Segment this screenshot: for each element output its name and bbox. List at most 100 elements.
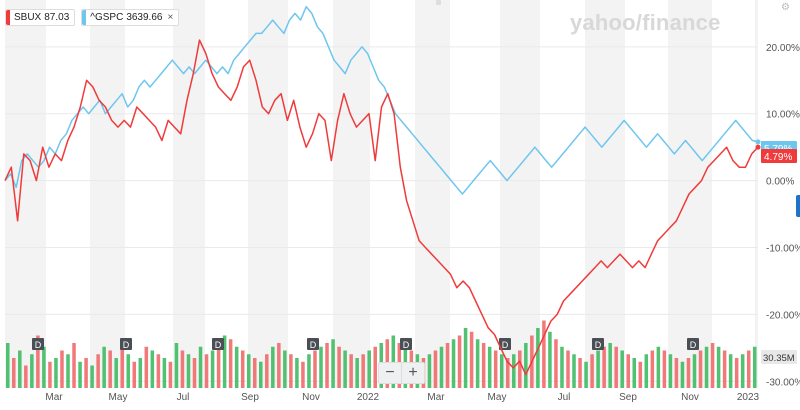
volume-bar [662, 350, 667, 388]
volume-bar [668, 354, 673, 388]
x-tick-label: Nov [302, 392, 320, 403]
end-dot-sbux [755, 144, 761, 150]
volume-bar [704, 346, 709, 388]
volume-bar [12, 358, 16, 388]
volume-bar [114, 358, 118, 388]
volume-bar [686, 358, 691, 388]
legend-item-gspc[interactable]: ^GSPC 3639.66 × [81, 9, 180, 26]
volume-bar [343, 350, 347, 388]
volume-bar [156, 354, 161, 388]
legend: SBUX 87.03 ^GSPC 3639.66 × [5, 9, 180, 26]
volume-bar [84, 358, 88, 388]
volume-bar [36, 335, 40, 388]
line-series-gspc [4, 5, 759, 195]
volume-bar [6, 343, 10, 388]
volume-bar [566, 350, 570, 388]
volume-bar [30, 354, 34, 388]
volume-bar [367, 350, 371, 388]
legend-ticker-gspc: ^GSPC [90, 12, 124, 23]
volume-bar [626, 354, 630, 388]
volume-bar [499, 354, 504, 388]
dividend-marker [212, 338, 224, 350]
volume-bar [505, 358, 510, 388]
volume-bar [512, 354, 516, 388]
legend-item-sbux[interactable]: SBUX 87.03 [5, 9, 76, 26]
volume-label-bg [761, 350, 797, 364]
volume-bar [78, 361, 82, 388]
volume-bar [102, 346, 106, 388]
dividend-marker-label: D [690, 340, 697, 350]
y-tick-label: 0.00% [766, 177, 794, 188]
volume-bar [162, 358, 167, 388]
dividend-marker [592, 338, 604, 350]
background-band [415, 0, 450, 388]
volume-bar [54, 358, 58, 388]
volume-bar [740, 354, 745, 388]
x-tick-label: Sep [241, 392, 259, 403]
volume-bar [752, 346, 757, 388]
volume-bar [222, 335, 227, 388]
volume-bar [259, 361, 263, 388]
volume-bar [246, 354, 251, 388]
volume-bar [560, 346, 564, 388]
volume-bar [66, 354, 70, 388]
volume-bar [728, 354, 733, 388]
y-tick-label: -10.00% [766, 244, 800, 255]
volume-bar [361, 354, 365, 388]
volume-bar [433, 350, 438, 388]
volume-bar [48, 361, 52, 388]
volume-bar [126, 354, 131, 388]
zoom-in-button[interactable]: + [401, 363, 424, 383]
volume-bar [614, 346, 618, 388]
dividend-marker [120, 338, 132, 350]
volume-bar [289, 354, 293, 388]
volume-bar [698, 350, 703, 388]
x-tick-label: Mar [45, 392, 63, 403]
volume-bar [572, 354, 576, 388]
dividend-marker [307, 338, 319, 350]
legend-swatch-gspc [82, 10, 87, 25]
volume-bar [337, 346, 341, 388]
volume-bar [445, 343, 450, 388]
background-band [5, 0, 46, 388]
volume-bar [355, 358, 359, 388]
volume-bar [313, 350, 317, 388]
volume-bar [301, 361, 305, 388]
volume-bar [674, 358, 679, 388]
brand-logo: yahoo/finance [570, 10, 721, 35]
volume-bar [18, 350, 22, 388]
volume-bar [475, 339, 480, 388]
close-icon[interactable]: × [167, 12, 174, 23]
volume-bar [265, 354, 269, 388]
volume-bar [204, 354, 209, 388]
last-value-sbux: 4.79% [764, 152, 792, 163]
volume-bar [493, 350, 498, 388]
volume-bar [60, 350, 64, 388]
volume-bar [234, 346, 239, 388]
zoom-out-button[interactable]: − [385, 364, 395, 381]
volume-bar [451, 339, 456, 388]
volume-bar [138, 358, 143, 388]
volume-bar [349, 354, 353, 388]
x-tick-label: May [109, 392, 128, 403]
volume-bar [252, 358, 257, 388]
volume-bar [210, 350, 215, 388]
volume-bar [90, 365, 94, 388]
volume-bar [120, 343, 124, 388]
volume-bar [391, 335, 396, 388]
volume-last-label: 30.35M [763, 353, 795, 364]
x-tick-label: 2022 [357, 392, 380, 403]
volume-bar [295, 358, 299, 388]
volume-bar [469, 331, 474, 388]
x-tick-label: Jul [177, 392, 190, 403]
volume-bar [650, 350, 655, 388]
volume-bar [331, 339, 335, 388]
volume-bar [186, 354, 191, 388]
volume-bar [277, 343, 281, 388]
gear-icon[interactable]: ⚙ [781, 2, 790, 13]
dividend-marker-label: D [123, 340, 130, 350]
volume-bar [96, 354, 100, 388]
volume-bar [656, 346, 661, 388]
side-panel-toggle[interactable] [796, 195, 800, 217]
